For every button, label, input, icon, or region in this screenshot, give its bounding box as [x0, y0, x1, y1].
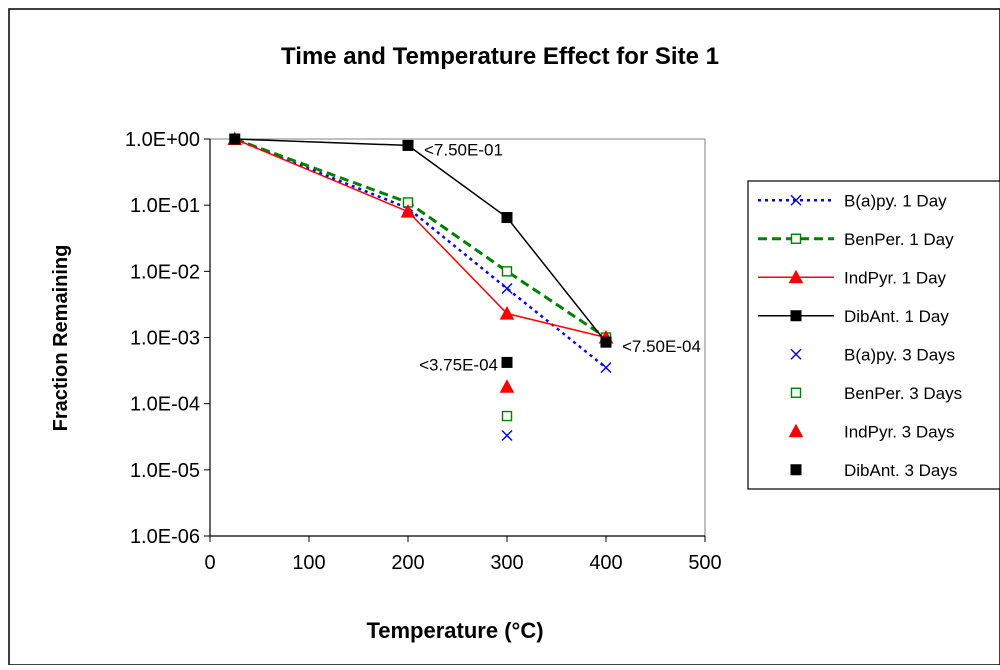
x-tick-label: 400	[589, 552, 622, 574]
legend-label: DibAnt. 1 Day	[844, 307, 949, 326]
y-axis-label: Fraction Remaining	[50, 245, 72, 432]
series-4-point	[501, 430, 513, 442]
legend-marker	[788, 423, 804, 438]
y-tick-label: 1.0E-03	[130, 328, 200, 350]
series-3-point	[501, 212, 513, 224]
series-0-point-stroke	[600, 362, 612, 374]
series-0-point	[600, 362, 612, 374]
y-tick-label: 1.0E-04	[130, 394, 200, 416]
legend-box	[747, 180, 1000, 490]
series-0-point	[501, 283, 513, 295]
series-2-point	[400, 204, 416, 218]
series-2-line	[234, 138, 607, 339]
legend-label: IndPyr. 3 Days	[844, 422, 955, 441]
y-tick-label: 1.0E-01	[130, 195, 200, 217]
series-5-point	[501, 410, 513, 422]
legend-marker	[790, 194, 802, 206]
legend-marker	[790, 310, 802, 322]
series-2-point	[499, 306, 515, 320]
x-tick-label: 200	[391, 552, 424, 574]
data-annotation: <3.75E-04	[419, 355, 498, 374]
y-tick-label: 1.0E+00	[125, 129, 200, 151]
x-tick-label: 500	[688, 552, 721, 574]
y-tick-label: 1.0E-02	[130, 261, 200, 283]
series-3-point	[600, 336, 612, 348]
series-4-point-stroke	[501, 430, 513, 442]
legend-marker-stroke	[790, 348, 802, 360]
x-axis-label-text: Temperature (°C)	[366, 618, 543, 643]
legend: B(a)py. 1 Day BenPer. 1 Day IndPyr. 1 Day D…	[747, 180, 1000, 490]
legend-marker-stroke	[790, 194, 802, 206]
legend-label: DibAnt. 3 Days	[844, 461, 957, 480]
legend-marker	[788, 269, 804, 284]
series-0-point-stroke	[501, 283, 513, 295]
legend-marker	[790, 348, 802, 360]
plot-area: 0 100 200 300 400 500 1.0E+00 1.0E-01 1.0E-02 1.0…	[125, 129, 722, 574]
legend-marker	[790, 233, 802, 244]
series-6-point	[499, 379, 515, 393]
series-7-point	[501, 356, 513, 368]
data-annotation: <7.50E-04	[622, 337, 701, 356]
x-tick-label: 300	[490, 552, 523, 574]
legend-label: B(a)py. 3 Days	[844, 345, 955, 364]
series-0-line	[234, 137, 607, 369]
x-tick-label: 100	[292, 552, 325, 574]
legend-label: BenPer. 1 Day	[844, 230, 954, 249]
series-1-point	[501, 266, 513, 277]
series-3-line	[234, 138, 607, 343]
legend-label: B(a)py. 1 Day	[844, 191, 947, 210]
x-axis-label: Temperature (°C)	[366, 618, 543, 643]
data-annotation: <7.50E-01	[424, 140, 503, 159]
chart-title: Time and Temperature Effect for Site 1	[281, 43, 719, 70]
legend-marker	[790, 387, 802, 398]
legend-label: BenPer. 3 Days	[844, 384, 962, 403]
series-1-line	[234, 137, 607, 339]
legend-label: IndPyr. 1 Day	[844, 268, 947, 287]
x-tick-label: 0	[204, 552, 215, 574]
series-3-point	[402, 139, 414, 151]
y-tick-label: 1.0E-05	[130, 460, 200, 482]
series-3-point	[229, 133, 241, 145]
y-tick-label: 1.0E-06	[130, 526, 200, 548]
legend-marker	[790, 464, 802, 476]
